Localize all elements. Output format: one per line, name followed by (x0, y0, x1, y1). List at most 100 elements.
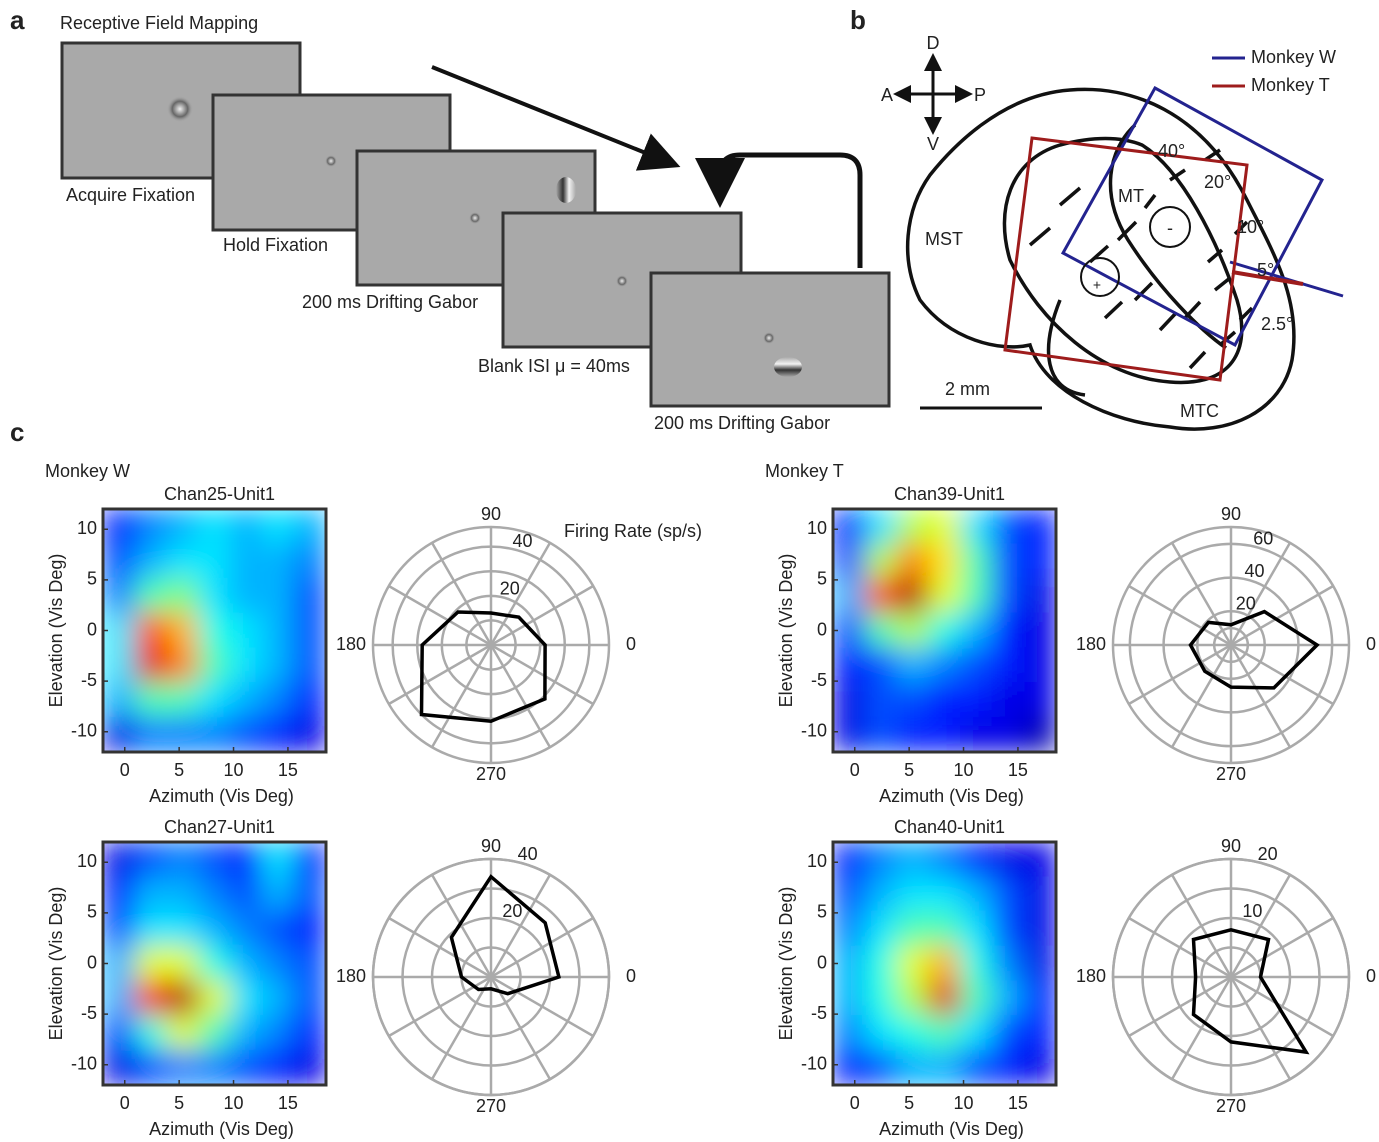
y-tick-label: 10 (77, 851, 97, 871)
y-tick-label: -5 (811, 1003, 827, 1023)
heatmap-cell (134, 910, 168, 947)
heatmap-cell (959, 647, 993, 684)
heatmap-cell (1023, 577, 1056, 614)
area-outline (1046, 299, 1086, 397)
theta-tick-label: 180 (1076, 966, 1106, 986)
grid-ring (1111, 857, 1351, 1097)
heatmap-cell (261, 612, 295, 649)
heatmap-cell (1023, 876, 1056, 912)
heatmap-cell (991, 842, 1025, 878)
heatmap-cell (166, 509, 200, 545)
theta-tick-label: 180 (1076, 634, 1106, 654)
heatmap-image (103, 509, 326, 752)
heatmap-cell (959, 1049, 993, 1085)
spoke (489, 644, 552, 748)
heatmap-cell (261, 876, 295, 912)
chart-title: Chan27-Unit1 (164, 817, 275, 837)
heatmap-cell (261, 577, 295, 614)
theta-tick-label: 180 (336, 634, 366, 654)
heatmap-cell (166, 647, 200, 684)
y-tick-label: 10 (77, 518, 97, 538)
heatmap-cell (166, 910, 200, 947)
y-axis-label: Elevation (Vis Deg) (776, 554, 796, 708)
x-tick-label: 10 (954, 760, 974, 780)
heatmap-cell (833, 682, 866, 718)
y-tick-label: 10 (807, 851, 827, 871)
heatmap-cell (198, 577, 231, 614)
heatmap-cell (896, 612, 930, 649)
heatmap-cell (991, 876, 1025, 912)
heatmap-cell (261, 716, 295, 752)
heatmap-cell (864, 945, 898, 982)
theta-tick-label: 0 (626, 966, 636, 986)
heatmap-cell (229, 876, 263, 912)
x-tick-label: 5 (174, 760, 184, 780)
heatmap-cell (928, 910, 961, 947)
heatmap-cell (833, 716, 866, 752)
polar-chart: 20 40 0 90 180 270 Firing Rate (sp/s) (336, 504, 702, 784)
sign: - (1167, 218, 1173, 238)
heatmap-cell (991, 1049, 1025, 1085)
outer-ring (1111, 525, 1351, 765)
legend-label: Monkey W (1251, 47, 1336, 67)
eccentricity-label: 5° (1257, 260, 1274, 280)
heatmap-cell (928, 577, 961, 614)
heatmap-cell (293, 716, 326, 752)
heatmap-cell (134, 876, 168, 912)
r-tick-label: 40 (1245, 561, 1265, 581)
theta-tick-label: 90 (1221, 504, 1241, 524)
r-tick-label: 20 (1258, 844, 1278, 864)
y-axis-label: Elevation (Vis Deg) (46, 554, 66, 708)
heatmap-cell (103, 945, 136, 982)
heatmap-cell (293, 577, 326, 614)
heatmap-cell (833, 842, 866, 878)
spoke (388, 643, 492, 706)
heatmap-cell (293, 682, 326, 718)
heatmap-cell (103, 647, 136, 684)
heatmap-cell (864, 910, 898, 947)
grid-ring (1196, 610, 1266, 680)
y-tick-label: -5 (811, 670, 827, 690)
group-label: Monkey T (765, 461, 844, 481)
y-tick-label: -10 (71, 721, 97, 741)
eccentricity-label: 20° (1204, 172, 1231, 192)
heatmap-cell (261, 1015, 295, 1051)
compass-label: A (881, 85, 893, 105)
heatmap-cell (134, 577, 168, 614)
monkey-t-array (1003, 136, 1249, 382)
heatmap-cell (103, 682, 136, 718)
heatmap-cell (103, 1015, 136, 1051)
theta-tick-label: 90 (1221, 836, 1241, 856)
x-axis-label: Azimuth (Vis Deg) (879, 1119, 1024, 1139)
x-tick-label: 0 (120, 760, 130, 780)
heatmap-cell (103, 716, 136, 752)
panel-b: b D V A P Monkey W Monkey T - + MST MT MT… (850, 5, 1344, 431)
heatmap-cell (991, 612, 1025, 649)
heatmap-cell (959, 980, 993, 1017)
heatmap-cell (166, 682, 200, 718)
eccentricity-label: 10° (1237, 217, 1264, 237)
heatmap-cell (103, 980, 136, 1017)
theta-tick-label: 180 (336, 966, 366, 986)
spoke (1230, 643, 1334, 706)
heatmap-cell (928, 612, 961, 649)
x-tick-label: 10 (224, 760, 244, 780)
spoke (1229, 542, 1292, 646)
fixation-point (167, 96, 193, 122)
heatmap: 0 5 10 15 10 5 0 -5 -10 Chan39-Unit1 Azimuth (Vis … (776, 484, 1058, 806)
heatmap-cell (166, 577, 200, 614)
heatmap-cell (896, 842, 930, 878)
field-circle (1080, 257, 1120, 297)
heatmap-cell (1023, 980, 1056, 1017)
tuning-curve (1188, 609, 1320, 690)
heatmap-cell (198, 910, 231, 947)
heatmap-cell (959, 910, 993, 947)
heatmap-cell (833, 910, 866, 947)
heatmap-cell (229, 543, 263, 579)
y-tick-label: 5 (817, 902, 827, 922)
chart-title: Chan25-Unit1 (164, 484, 275, 504)
grid-ring (440, 594, 542, 696)
theta-tick-label: 90 (481, 504, 501, 524)
heatmap-cell (896, 647, 930, 684)
